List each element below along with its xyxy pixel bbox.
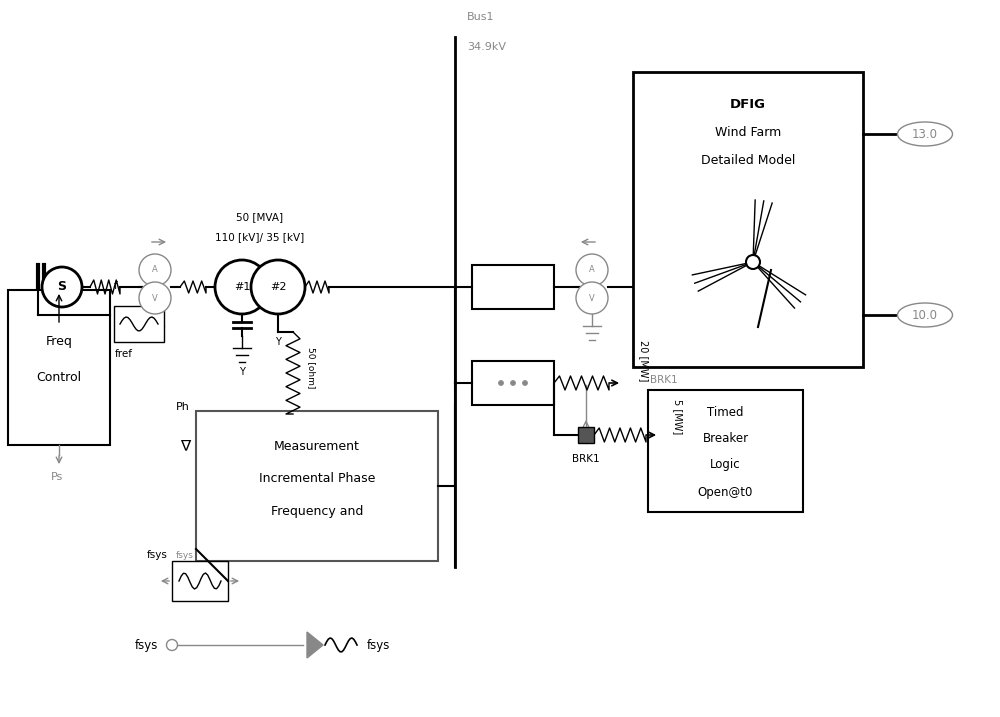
Text: Logic: Logic bbox=[710, 457, 741, 470]
Text: ∇: ∇ bbox=[180, 439, 190, 453]
Bar bbox=[196, 411, 438, 561]
Circle shape bbox=[139, 282, 171, 314]
Text: Incremental Phase: Incremental Phase bbox=[259, 473, 375, 485]
Text: 50 [MVA]: 50 [MVA] bbox=[236, 212, 284, 222]
Text: DFIG: DFIG bbox=[730, 98, 766, 110]
Bar bbox=[472, 361, 554, 405]
Text: fsys: fsys bbox=[367, 639, 390, 652]
Text: A: A bbox=[589, 265, 595, 275]
Text: 110 [kV]/ 35 [kV]: 110 [kV]/ 35 [kV] bbox=[215, 232, 305, 242]
Text: 20 [MW]: 20 [MW] bbox=[639, 341, 649, 381]
Text: Open@t0: Open@t0 bbox=[698, 485, 753, 498]
Text: Measurement: Measurement bbox=[274, 440, 360, 452]
Text: BRK1: BRK1 bbox=[650, 375, 678, 385]
Bar bbox=[648, 390, 803, 512]
Text: 34.9kV: 34.9kV bbox=[467, 42, 506, 52]
Bar bbox=[472, 265, 554, 309]
Text: 5 [MW]: 5 [MW] bbox=[673, 399, 683, 435]
Text: V: V bbox=[589, 293, 595, 303]
Text: fsys: fsys bbox=[176, 551, 194, 559]
Text: Ph: Ph bbox=[176, 402, 190, 412]
Bar bbox=[114, 306, 164, 342]
Text: A: A bbox=[152, 265, 158, 275]
Bar bbox=[578, 427, 594, 443]
Polygon shape bbox=[307, 632, 323, 658]
Text: Bus1: Bus1 bbox=[467, 12, 494, 22]
Text: fref: fref bbox=[115, 349, 133, 359]
Text: Detailed Model: Detailed Model bbox=[701, 153, 795, 166]
Circle shape bbox=[746, 255, 760, 269]
Text: 13.0: 13.0 bbox=[912, 128, 938, 141]
Circle shape bbox=[42, 267, 82, 307]
Text: S: S bbox=[58, 280, 66, 293]
Ellipse shape bbox=[897, 303, 952, 327]
Text: Freq: Freq bbox=[46, 336, 72, 348]
Text: 10.0: 10.0 bbox=[912, 308, 938, 321]
Circle shape bbox=[139, 254, 171, 286]
Bar bbox=[8, 290, 110, 445]
Text: Ps: Ps bbox=[51, 472, 63, 482]
Circle shape bbox=[522, 381, 528, 386]
Circle shape bbox=[166, 640, 178, 650]
Circle shape bbox=[251, 260, 305, 314]
Text: Wind Farm: Wind Farm bbox=[715, 125, 781, 138]
Text: fsys: fsys bbox=[147, 550, 168, 560]
Text: f: f bbox=[114, 281, 118, 291]
Text: Timed: Timed bbox=[707, 406, 744, 419]
Text: Frequency and: Frequency and bbox=[271, 505, 363, 518]
Text: Y: Y bbox=[239, 367, 245, 377]
Text: fsys: fsys bbox=[135, 639, 158, 652]
Text: #1: #1 bbox=[234, 282, 250, 292]
Text: #2: #2 bbox=[270, 282, 286, 292]
Circle shape bbox=[576, 282, 608, 314]
Text: BRK1: BRK1 bbox=[572, 454, 600, 464]
Text: 50 [ohm]: 50 [ohm] bbox=[307, 347, 316, 389]
Circle shape bbox=[498, 381, 504, 386]
Circle shape bbox=[576, 254, 608, 286]
Circle shape bbox=[215, 260, 269, 314]
Bar bbox=[633, 72, 863, 367]
Bar bbox=[172, 561, 228, 601]
Text: Breaker: Breaker bbox=[702, 432, 749, 445]
Text: V: V bbox=[152, 293, 158, 303]
Ellipse shape bbox=[897, 122, 952, 146]
Text: Y: Y bbox=[275, 337, 281, 347]
Text: Control: Control bbox=[36, 371, 82, 384]
Circle shape bbox=[511, 381, 516, 386]
